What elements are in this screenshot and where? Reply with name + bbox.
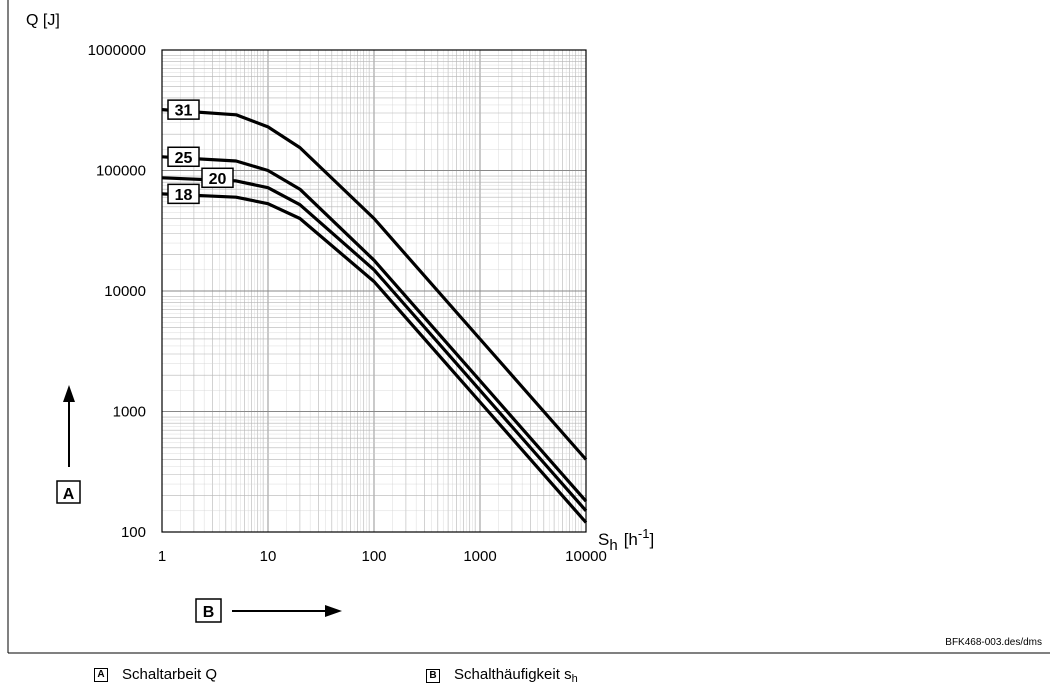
series-line-20 [161, 176, 588, 512]
caption-item-b: B Schalthäufigkeit sh [426, 666, 578, 685]
series-label-25: 25 [175, 150, 193, 167]
y-tick-label: 1000 [113, 404, 146, 421]
y-axis-marker-letter: A [63, 486, 75, 503]
series-line-18 [161, 192, 588, 524]
y-axis-marker-arrow [63, 385, 75, 467]
series-label-18: 18 [175, 187, 193, 204]
caption-item-a: A Schaltarbeit Q [94, 666, 217, 683]
y-tick-label: 100000 [96, 163, 146, 180]
caption-text-b: Schalthäufigkeit sh [454, 666, 578, 685]
caption-text-b-main: Schalthäufigkeit s [454, 666, 572, 683]
x-axis-label-unit-post: ] [649, 530, 654, 549]
y-axis-marker-box [56, 480, 81, 504]
series-line-31 [161, 108, 588, 461]
grid [161, 50, 586, 533]
series-label-box-18 [167, 183, 200, 205]
y-axis-label: Q [J] [26, 12, 60, 29]
y-tick-label: 100 [121, 524, 146, 541]
x-axis-label-sub: h [609, 537, 617, 554]
y-tick-label: 10000 [104, 283, 146, 300]
series-label-20: 20 [209, 171, 227, 188]
x-axis-label-unit-pre: [h [624, 530, 638, 549]
series-label-box-20 [201, 167, 234, 189]
series-label-box-25 [167, 146, 200, 168]
x-tick-label: 100 [361, 548, 386, 565]
x-tick-labels: 1 10 100 1000 10000 [158, 548, 607, 565]
series-line-25 [161, 155, 588, 503]
x-tick-label: 10000 [565, 548, 607, 565]
figure-code: BFK468-003.des/dms [945, 637, 1042, 648]
x-axis-label-main: S [598, 530, 609, 549]
series-labels: 31 25 20 18 [167, 99, 234, 205]
caption-text-a: Schaltarbeit Q [122, 666, 218, 683]
plot-border [161, 49, 587, 533]
series-lines [161, 108, 588, 524]
series-label-31: 31 [175, 103, 193, 120]
x-tick-label: 10 [260, 548, 277, 565]
caption-badge-a: A [94, 667, 108, 682]
x-axis-label: Sh [h-1] [598, 526, 654, 554]
x-axis-marker-box [195, 598, 222, 623]
figure-caption: A Schaltarbeit Q B Schalthäufigkeit sh [0, 660, 1050, 690]
x-tick-label: 1000 [463, 548, 496, 565]
caption-text-b-sub: h [571, 673, 578, 685]
x-axis-marker-letter: B [203, 604, 215, 621]
y-tick-label: 1000000 [88, 42, 146, 59]
caption-badge-b: B [426, 668, 440, 683]
y-tick-labels: 100 1000 10000 100000 1000000 [88, 42, 146, 541]
x-axis-label-unit-sup: -1 [638, 526, 650, 541]
series-label-box-31 [167, 99, 200, 120]
x-axis-marker-arrow [232, 605, 342, 617]
x-tick-label: 1 [158, 548, 166, 565]
